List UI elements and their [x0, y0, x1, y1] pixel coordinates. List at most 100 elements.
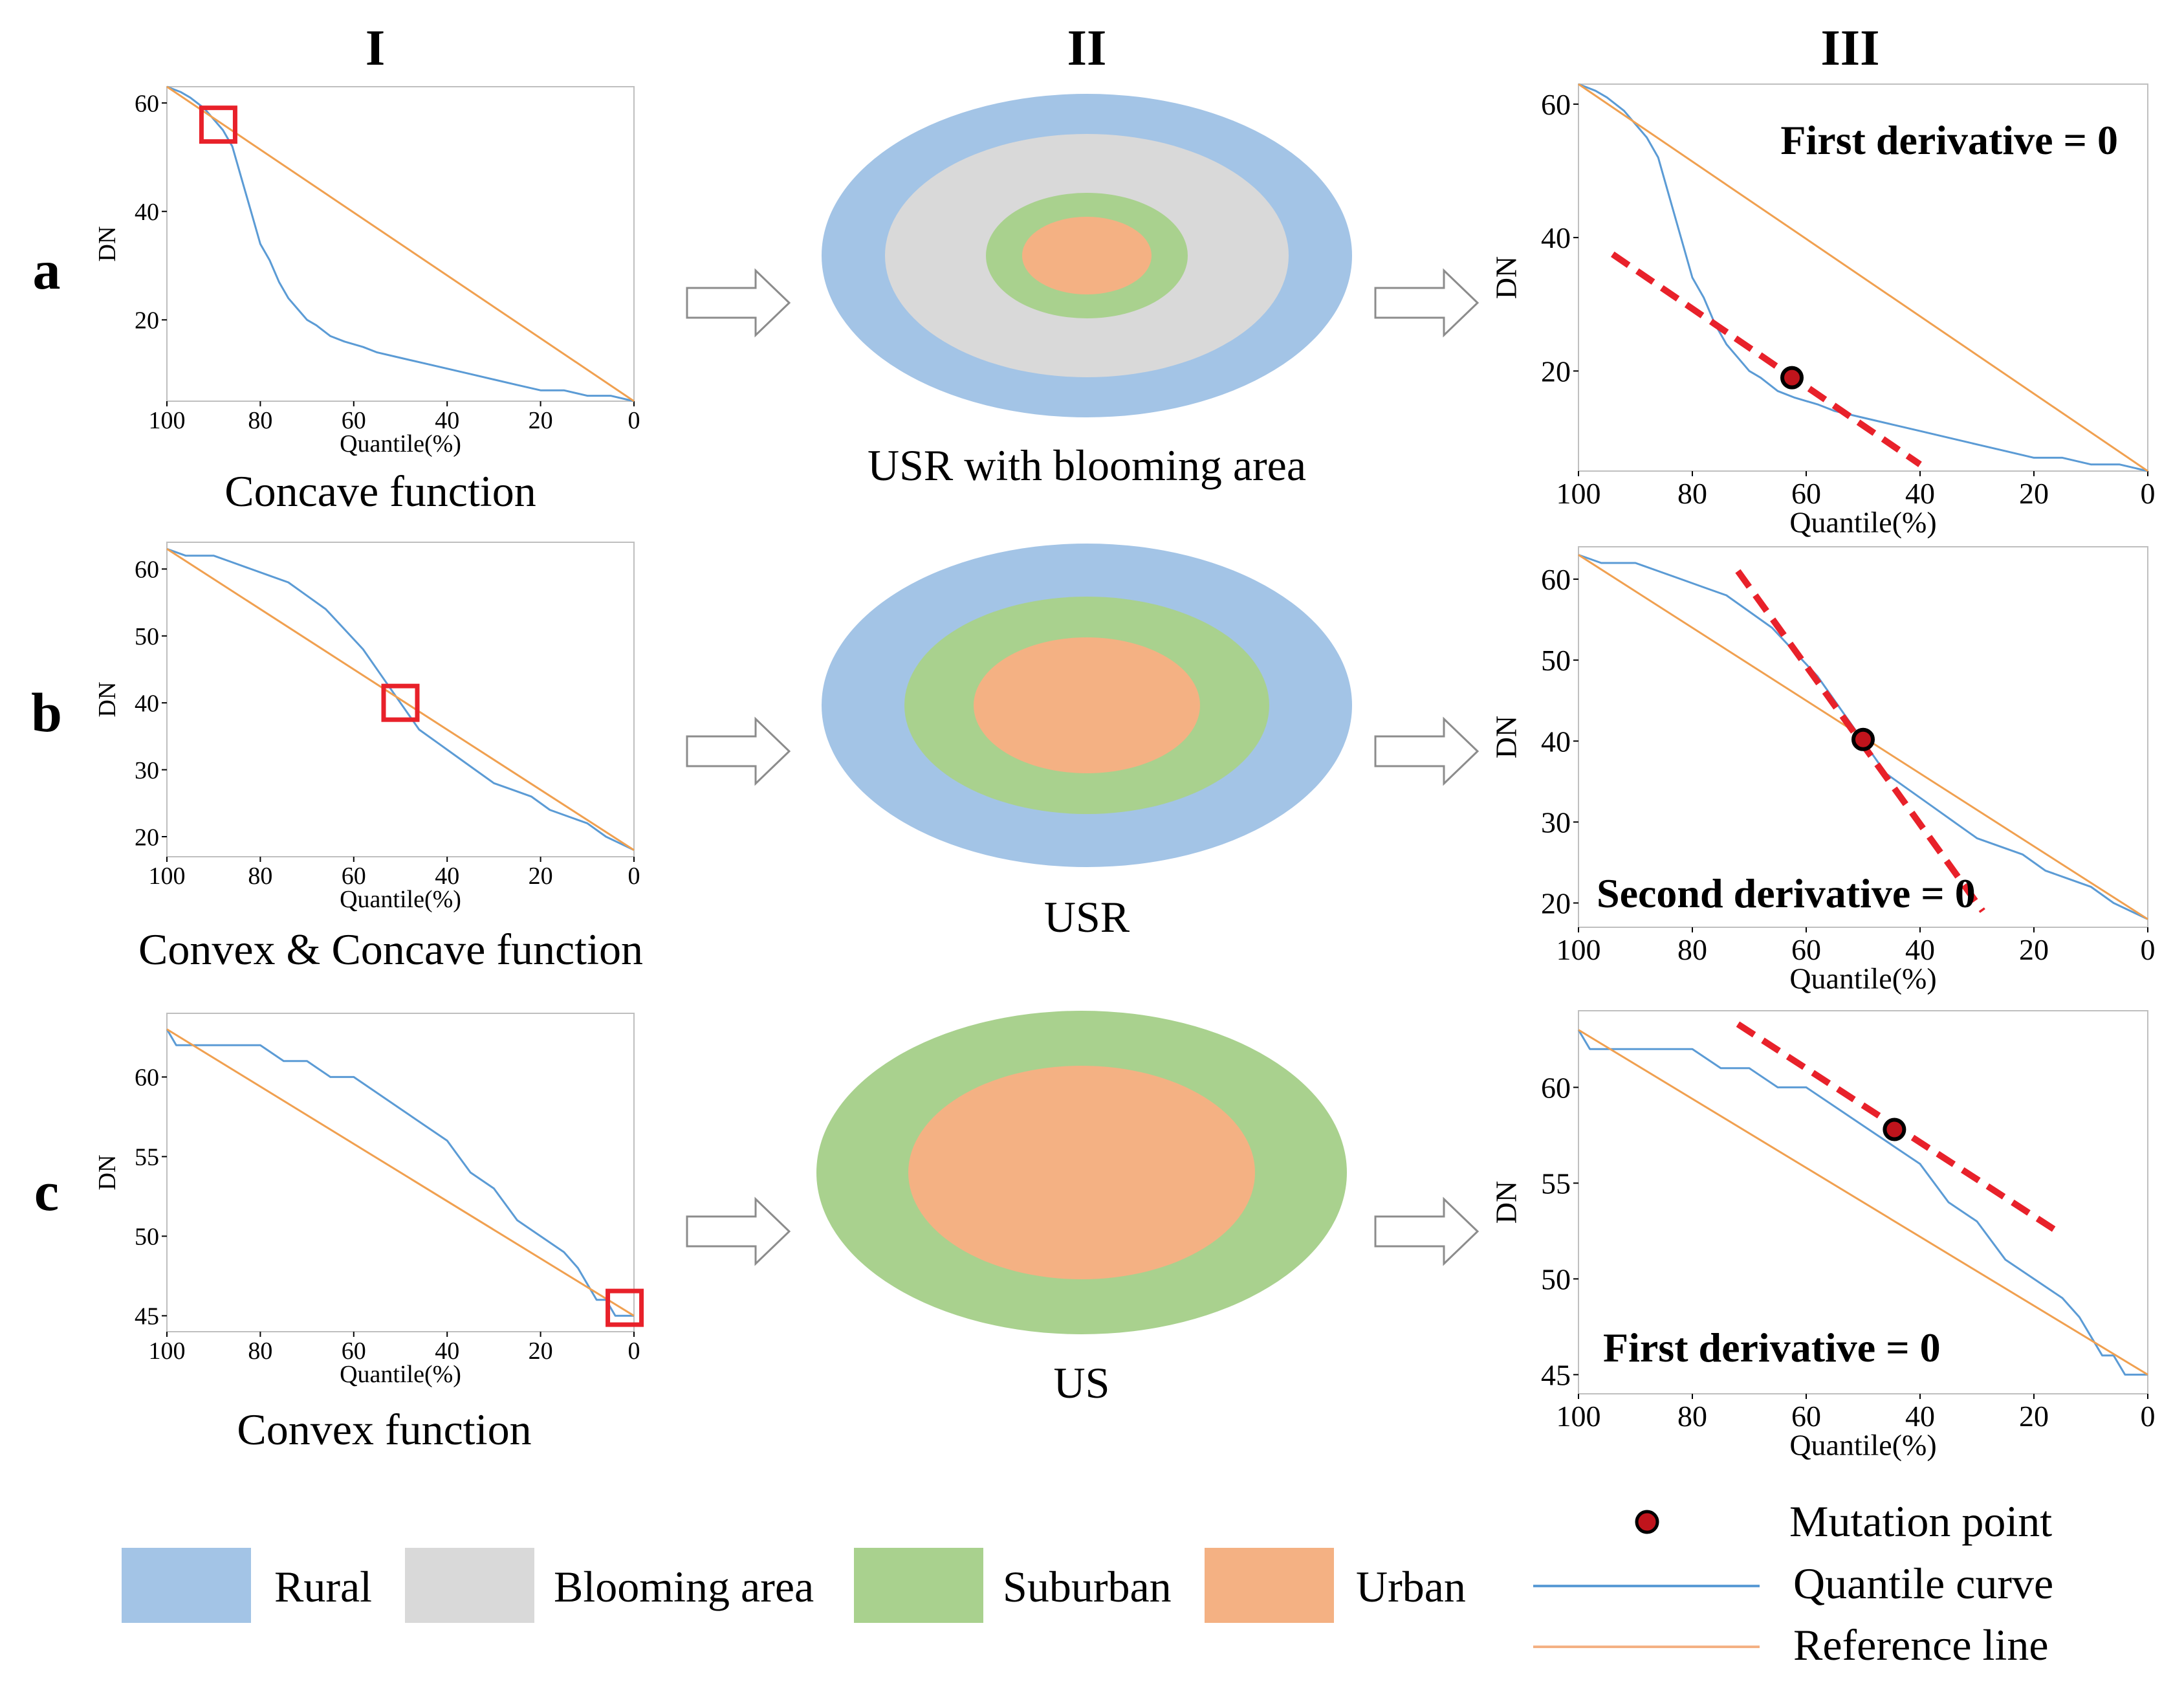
- x-tick-label: 100: [1556, 1400, 1601, 1433]
- y-tick-label: 60: [1541, 88, 1571, 121]
- x-axis-label: Quantile(%): [340, 430, 461, 457]
- zone-diagram-usr: [822, 544, 1352, 867]
- y-axis-label: DN: [1489, 256, 1522, 299]
- column-header-ii: II: [1067, 19, 1107, 76]
- x-axis-label: Quantile(%): [1789, 962, 1936, 995]
- y-axis-label: DN: [1489, 716, 1522, 758]
- y-axis-label: DN: [94, 226, 121, 262]
- arrow-right-icon: [686, 268, 791, 338]
- y-tick-label: 55: [1541, 1167, 1571, 1200]
- y-tick-label: 50: [135, 1224, 159, 1251]
- y-tick-label: 60: [135, 90, 159, 117]
- x-tick-label: 100: [149, 1338, 186, 1365]
- flow-arrows: [686, 268, 1480, 1266]
- x-axis-label: Quantile(%): [1789, 1428, 1936, 1461]
- arrow-right-icon: [1374, 268, 1480, 338]
- row-label-a: a: [33, 239, 61, 301]
- legend-label-quantile-curve: Quantile curve: [1793, 1559, 2053, 1608]
- quantile-curve: [1578, 554, 2148, 920]
- x-tick-label: 100: [1556, 477, 1601, 510]
- x-tick-label: 80: [248, 863, 272, 890]
- legend-label-mutation-point: Mutation point: [1789, 1497, 2052, 1546]
- y-tick-label: 40: [1541, 725, 1571, 758]
- x-tick-label: 20: [529, 863, 553, 890]
- mutation-point: [1851, 727, 1875, 751]
- x-axis-label: Quantile(%): [1789, 505, 1936, 538]
- x-axis-label: Quantile(%): [340, 1361, 461, 1388]
- x-tick-label: 0: [2141, 477, 2156, 510]
- y-tick-label: 60: [135, 556, 159, 584]
- x-tick-label: 40: [435, 407, 459, 434]
- caption-convex-concave: Convex & Concave function: [138, 925, 643, 974]
- x-tick-label: 80: [1677, 477, 1707, 510]
- y-tick-label: 20: [135, 824, 159, 851]
- x-tick-label: 100: [149, 407, 186, 434]
- y-tick-label: 60: [1541, 563, 1571, 596]
- y-axis-label: DN: [94, 1155, 121, 1191]
- diagram-label-usr-blooming: USR with blooming area: [868, 441, 1306, 490]
- legend-swatch-suburban: [854, 1548, 983, 1623]
- y-tick-label: 20: [1541, 355, 1571, 388]
- x-tick-label: 60: [342, 407, 366, 434]
- reference-line: [1578, 83, 2148, 472]
- y-tick-label: 55: [135, 1144, 159, 1171]
- arrow-right-icon: [686, 716, 791, 786]
- y-tick-label: 40: [135, 690, 159, 717]
- y-tick-label: 20: [1541, 887, 1571, 920]
- y-tick-label: 50: [135, 623, 159, 650]
- legend-swatch-blooming-area: [405, 1548, 534, 1623]
- y-tick-label: 45: [1541, 1359, 1571, 1392]
- reference-line: [166, 1028, 635, 1317]
- column-header-i: I: [366, 19, 385, 76]
- legend-swatch-rural: [122, 1548, 251, 1623]
- column-header-iii: III: [1820, 19, 1879, 76]
- reference-line: [1578, 1029, 2148, 1376]
- caption-concave: Concave function: [224, 467, 536, 516]
- y-axis-label: DN: [1489, 1181, 1522, 1224]
- x-tick-label: 80: [1677, 933, 1707, 966]
- x-tick-label: 20: [2019, 933, 2049, 966]
- x-tick-label: 80: [248, 1338, 272, 1365]
- x-tick-label: 80: [248, 407, 272, 434]
- legend-label-blooming-area: Blooming area: [554, 1562, 814, 1611]
- arrow-right-icon: [1374, 1196, 1480, 1266]
- zone-urban: [974, 637, 1200, 773]
- y-tick-label: 40: [1541, 221, 1571, 254]
- zone-urban: [1022, 217, 1152, 294]
- x-tick-label: 20: [2019, 1400, 2049, 1433]
- legend-label-urban: Urban: [1356, 1562, 1466, 1611]
- x-tick-label: 100: [149, 863, 186, 890]
- x-tick-label: 0: [2141, 1400, 2156, 1433]
- legend: Rural Blooming area Suburban Urban Mutat…: [122, 1497, 2053, 1669]
- legend-label-reference-line: Reference line: [1793, 1620, 2049, 1669]
- y-tick-label: 60: [135, 1064, 159, 1092]
- y-tick-label: 50: [1541, 644, 1571, 677]
- arrow-right-icon: [686, 1196, 791, 1266]
- zone-diagram-us: [816, 1011, 1347, 1334]
- arrow-right-icon: [1374, 716, 1480, 786]
- x-tick-label: 0: [628, 1338, 640, 1365]
- x-tick-label: 0: [2141, 933, 2156, 966]
- x-tick-label: 40: [435, 1338, 459, 1365]
- quantile-curve: [166, 85, 635, 402]
- highlight-box: [606, 1288, 644, 1327]
- x-tick-label: 60: [342, 1338, 366, 1365]
- diagram-label-usr: USR: [1044, 892, 1130, 942]
- quantile-curve: [166, 547, 635, 852]
- reference-line: [166, 85, 635, 402]
- legend-swatch-urban: [1205, 1548, 1334, 1623]
- annotation-first-derivative-a: First derivative = 0: [1780, 117, 2118, 163]
- zone-urban: [908, 1066, 1255, 1279]
- x-tick-label: 0: [628, 863, 640, 890]
- y-tick-label: 40: [135, 199, 159, 226]
- row-label-b: b: [31, 681, 62, 743]
- quantile-curve: [1578, 83, 2148, 472]
- x-tick-label: 20: [529, 407, 553, 434]
- x-tick-label: 40: [435, 863, 459, 890]
- quantile-curve: [166, 1028, 634, 1317]
